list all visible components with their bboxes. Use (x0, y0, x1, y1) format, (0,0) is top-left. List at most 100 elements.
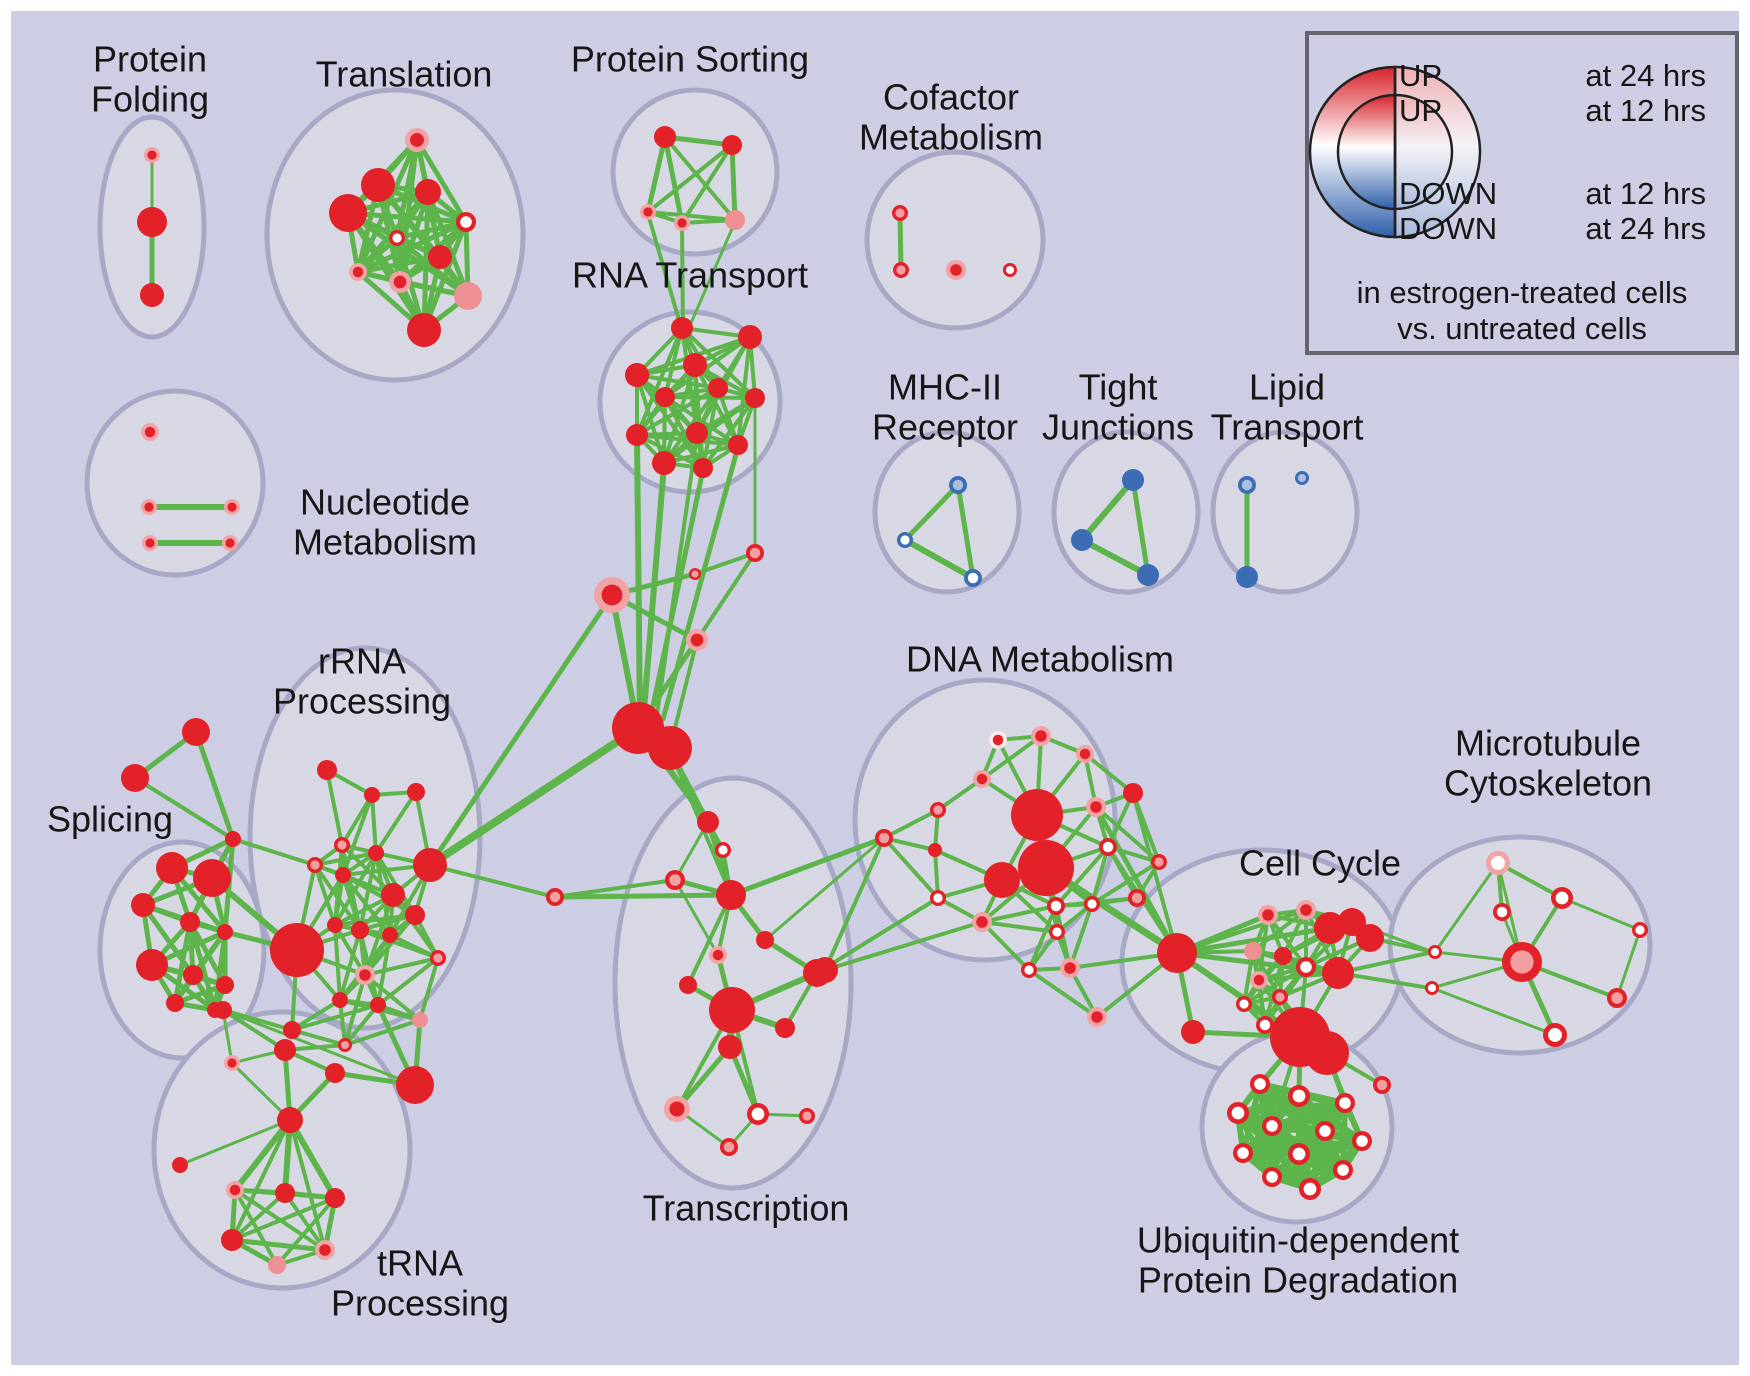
network-edge (635, 433, 705, 470)
network-edge (325, 768, 344, 847)
network-node-core (601, 584, 623, 606)
network-node (697, 811, 719, 833)
network-edge (1027, 904, 1058, 972)
network-edge (1433, 861, 1500, 954)
network-node (225, 831, 241, 847)
network-edge (1083, 752, 1135, 795)
network-node (683, 353, 707, 377)
network-node-core (1024, 965, 1034, 975)
network-node (756, 931, 774, 949)
network-node (172, 1157, 188, 1173)
network-edge (1560, 896, 1642, 932)
network-node (1236, 566, 1258, 588)
network-node (693, 458, 713, 478)
cluster-ellipse-cofactor-metabolism (864, 149, 1046, 331)
network-node (716, 880, 746, 910)
network-node (984, 862, 1020, 898)
network-edge (673, 878, 720, 957)
network-edge (221, 1008, 417, 1087)
network-node-core (1237, 1147, 1249, 1159)
network-edge (233, 1188, 279, 1267)
network-node-core (433, 953, 443, 963)
legend-halfcircle (1393, 93, 1454, 211)
network-edge (345, 210, 469, 225)
network-edge (663, 395, 757, 400)
network-node-core (1292, 1089, 1306, 1103)
network-node-core (144, 502, 154, 512)
cluster-nodes-rrna-processing (270, 760, 447, 1052)
network-node (1244, 942, 1262, 960)
network-edge (662, 396, 757, 465)
network-edge (1131, 791, 1161, 864)
network-node-core (1253, 974, 1265, 986)
network-node-core (950, 264, 962, 276)
network-node-core (952, 479, 964, 491)
network-node (686, 422, 708, 444)
legend-direction-1: UP (1399, 93, 1442, 128)
network-edge (695, 551, 757, 642)
network-node (407, 783, 425, 801)
network-node-core (319, 1244, 331, 1256)
cluster-label-microtubule-cytoskeleton-line1: Cytoskeleton (1444, 763, 1652, 804)
network-node-core (1079, 748, 1091, 760)
cluster-label-lipid-transport-line0: Lipid (1249, 367, 1325, 408)
network-edge (686, 893, 733, 987)
network-edge (902, 482, 961, 543)
network-node (121, 764, 149, 792)
network-node (221, 1229, 243, 1251)
legend-time-0: at 24 hrs (1585, 58, 1706, 93)
network-node (275, 1183, 295, 1203)
cluster-label-microtubule-cytoskeleton-line0: Microtubule (1455, 723, 1641, 764)
network-node (709, 987, 755, 1033)
cluster-nodes-cell-cycle (1157, 900, 1391, 1094)
network-edge (221, 1008, 287, 1052)
cluster-nodes-cofactor-metabolism (892, 205, 1017, 280)
network-node (351, 921, 369, 939)
network-edge (418, 956, 440, 1022)
cluster-label-transcription-line0: Transcription (643, 1188, 850, 1229)
network-node (140, 283, 164, 307)
cluster-label-ubiquitin-degradation-line0: Ubiquitin-dependent (1137, 1220, 1459, 1261)
cluster-nodes-nucleotide-metabolism (141, 423, 240, 551)
network-node (718, 1035, 742, 1059)
network-edge (701, 396, 757, 470)
network-node-core (1510, 950, 1534, 974)
cluster-label-rrna-processing-line0: rRNA (318, 641, 406, 682)
network-edge (882, 836, 940, 900)
network-node (268, 1256, 286, 1274)
network-node (1122, 469, 1144, 491)
network-edge (1106, 845, 1139, 900)
network-node (1011, 789, 1063, 841)
network-node (413, 848, 447, 882)
network-node (1314, 912, 1346, 944)
cluster-label-nucleotide-metabolism-line1: Metabolism (293, 522, 477, 563)
network-edge (1235, 1100, 1348, 1116)
network-link (823, 920, 984, 972)
network-node (625, 363, 649, 387)
network-node (183, 965, 203, 985)
network-edge (693, 551, 757, 576)
network-node (1123, 783, 1143, 803)
network-node (928, 843, 942, 857)
network-link (553, 878, 677, 899)
network-node-core (1262, 909, 1274, 921)
network-edge (955, 482, 976, 581)
cluster-nodes-rna-transport (625, 317, 765, 478)
cluster-edges-tight-junctions (1079, 477, 1151, 578)
network-link (231, 837, 317, 867)
network-node (180, 912, 200, 932)
legend-halfcircle (1336, 93, 1397, 211)
network-edge (394, 235, 471, 299)
network-edge (882, 808, 940, 840)
network-node (274, 1039, 296, 1061)
network-node (396, 1066, 434, 1104)
network-node (156, 852, 188, 884)
network-edge (680, 143, 734, 225)
network-edge (1068, 902, 1094, 970)
cluster-nodes-mhc-ii-receptor (897, 476, 982, 587)
network-edge (897, 210, 904, 273)
network-node-core (718, 845, 728, 855)
network-edge (1251, 908, 1308, 953)
network-node-core (1102, 841, 1114, 853)
